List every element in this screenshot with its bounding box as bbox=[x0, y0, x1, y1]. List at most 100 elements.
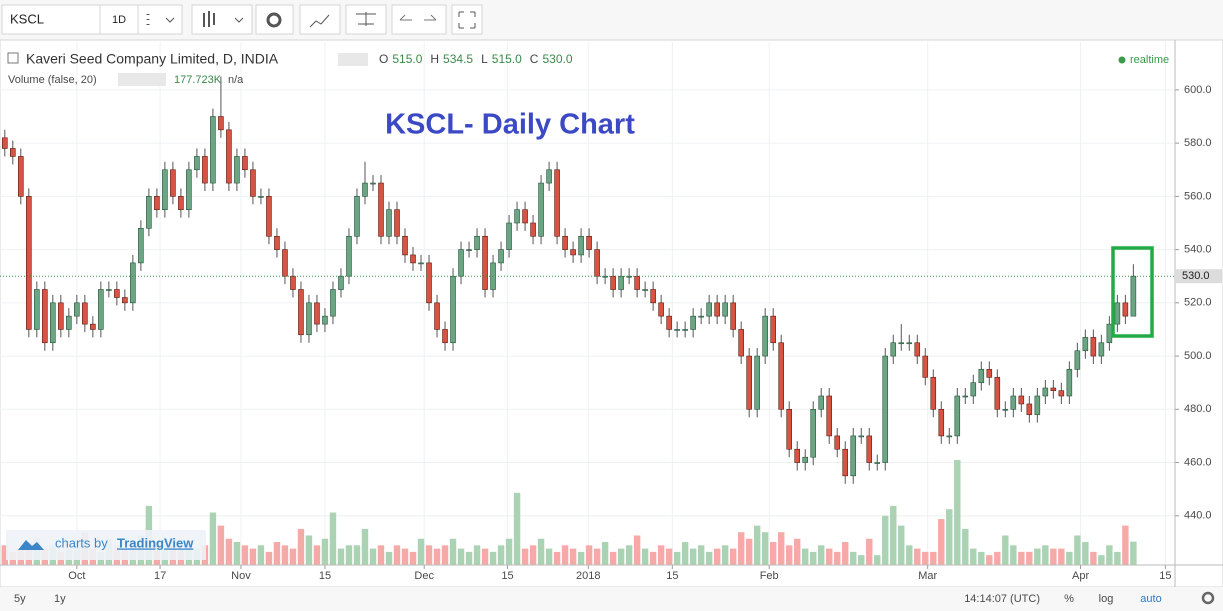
volume-bar bbox=[930, 551, 937, 565]
volume-bar bbox=[1026, 551, 1033, 565]
settings-box[interactable] bbox=[255, 4, 294, 35]
volume-bar bbox=[273, 542, 281, 565]
candle-body bbox=[754, 355, 760, 410]
candle-body bbox=[842, 448, 849, 477]
indicators-box[interactable] bbox=[299, 4, 341, 35]
candle-body bbox=[322, 315, 328, 325]
fullscreen-box[interactable] bbox=[451, 4, 483, 35]
volume-bar bbox=[585, 545, 593, 565]
candle-body bbox=[986, 369, 993, 378]
candle-body bbox=[890, 342, 897, 357]
volume-bar bbox=[721, 545, 729, 565]
volume-bar bbox=[914, 548, 921, 565]
candle-body bbox=[818, 395, 825, 410]
candle-body bbox=[714, 302, 720, 317]
x-tick-label: Mar bbox=[918, 570, 937, 582]
candle-body bbox=[506, 222, 512, 250]
candle-body bbox=[154, 196, 160, 210]
option-button[interactable]: % bbox=[1064, 593, 1074, 605]
range-button[interactable]: 5y bbox=[14, 593, 26, 605]
x-tick-label: Apr bbox=[1072, 570, 1089, 582]
volume-bar bbox=[866, 538, 873, 565]
candle-body bbox=[418, 262, 424, 265]
candle-body bbox=[1058, 390, 1065, 397]
style-box[interactable] bbox=[191, 4, 253, 35]
volume-bar bbox=[1058, 548, 1065, 565]
volume-bar bbox=[890, 505, 897, 565]
candle-body bbox=[938, 408, 945, 437]
volume-bar bbox=[457, 548, 465, 565]
pane-icons[interactable] bbox=[338, 53, 368, 66]
x-tick-label: 17 bbox=[154, 570, 166, 582]
ohlc-value: 515.0 bbox=[492, 52, 522, 66]
candle-body bbox=[162, 169, 168, 210]
interval-box[interactable] bbox=[99, 4, 139, 35]
volume-bar bbox=[657, 545, 665, 565]
option-button[interactable]: auto bbox=[1140, 593, 1161, 605]
volume-bar bbox=[729, 548, 737, 565]
volume-bar bbox=[970, 548, 977, 565]
volume-bar bbox=[241, 545, 249, 565]
range-button[interactable]: 1y bbox=[54, 593, 66, 605]
settings-icon[interactable] bbox=[1201, 591, 1215, 605]
candle-body bbox=[610, 275, 616, 290]
volume-bar bbox=[281, 545, 289, 565]
candle-body bbox=[946, 435, 953, 438]
symbol-box[interactable] bbox=[1, 4, 101, 35]
candle-body bbox=[794, 448, 800, 463]
candle-body bbox=[698, 315, 704, 318]
candle-body bbox=[650, 289, 656, 304]
volume-bar bbox=[449, 538, 457, 565]
volume-bar bbox=[489, 551, 497, 565]
chart-frame bbox=[0, 39, 1223, 588]
ohlc-value: 515.0 bbox=[392, 52, 422, 66]
candle-body bbox=[42, 289, 48, 344]
candle-body bbox=[250, 169, 256, 197]
volume-bar bbox=[601, 542, 609, 565]
realtime: realtime bbox=[1130, 54, 1169, 66]
candle-body bbox=[554, 169, 560, 237]
volume-bar bbox=[441, 545, 449, 565]
volume-bar bbox=[753, 525, 761, 565]
volume-bar bbox=[513, 492, 521, 565]
volume-bar bbox=[1082, 542, 1089, 565]
volume-bar bbox=[1050, 548, 1057, 565]
menu-box[interactable] bbox=[137, 4, 183, 35]
candle-body bbox=[906, 342, 913, 345]
volume-bar bbox=[978, 551, 985, 565]
volume-bar bbox=[882, 515, 889, 565]
candle-body bbox=[834, 435, 841, 450]
volume-na: n/a bbox=[228, 74, 244, 86]
candle-body bbox=[922, 355, 929, 378]
candle-body bbox=[930, 377, 937, 410]
volume-bar bbox=[625, 545, 633, 565]
candle-body bbox=[762, 315, 768, 357]
grid bbox=[0, 42, 1175, 565]
candle-body bbox=[346, 235, 352, 277]
candle-body bbox=[1018, 395, 1025, 405]
candle-body bbox=[338, 275, 344, 290]
ohlc-value: 534.5 bbox=[443, 52, 473, 66]
collapse-icon[interactable] bbox=[7, 52, 19, 64]
option-button[interactable]: log bbox=[1099, 593, 1114, 605]
branding-prefix: charts by bbox=[55, 535, 108, 550]
volume-bar bbox=[369, 548, 377, 565]
caret bbox=[234, 17, 244, 23]
candle-body bbox=[482, 235, 488, 290]
candle-body bbox=[18, 156, 24, 197]
pane-icons[interactable] bbox=[118, 73, 166, 86]
candle-body bbox=[522, 209, 528, 224]
volume-bar bbox=[561, 545, 569, 565]
ohlc-key: H bbox=[430, 52, 439, 66]
volume-bar bbox=[1074, 535, 1081, 565]
volume-bar bbox=[1114, 551, 1121, 565]
volume-bar bbox=[289, 548, 297, 565]
candle-body bbox=[290, 275, 296, 290]
candle-body bbox=[402, 235, 408, 256]
volume-bar bbox=[337, 548, 345, 565]
candle-body bbox=[994, 377, 1001, 410]
candle-body bbox=[146, 196, 152, 229]
candle-body bbox=[394, 209, 400, 237]
branding-name[interactable]: TradingView bbox=[117, 535, 194, 550]
volume-bar bbox=[265, 551, 273, 565]
